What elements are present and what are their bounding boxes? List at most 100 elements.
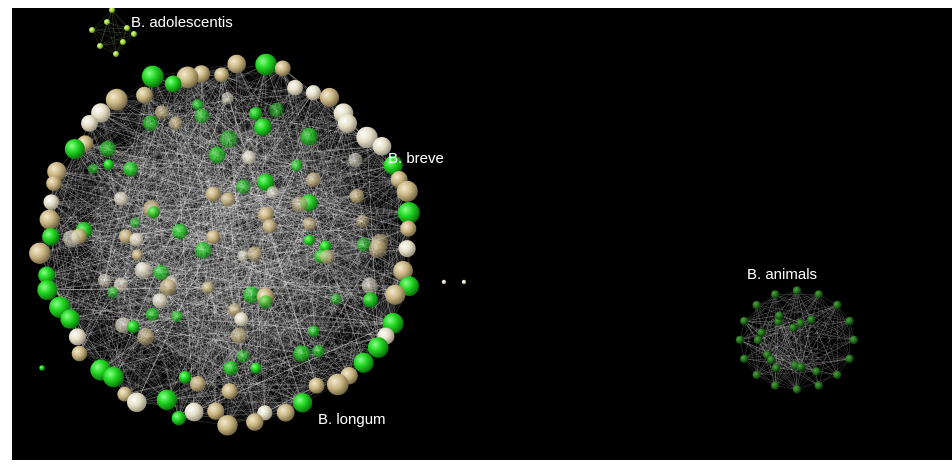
adolescentis-edge (106, 21, 117, 55)
node-tan (46, 175, 62, 191)
label-adolescentis: B. adolescentis (131, 14, 233, 31)
node-adolescentis (97, 43, 103, 49)
node-cream (266, 186, 279, 199)
node-green (236, 349, 250, 363)
node-tan (356, 214, 370, 228)
node-green (293, 345, 311, 362)
node-green (292, 393, 313, 413)
node-cream (287, 79, 303, 96)
label-breve: B. breve (388, 150, 444, 167)
node-cream (91, 103, 111, 123)
node-tan (327, 373, 349, 396)
node-green (330, 293, 342, 305)
adolescentis-edge (91, 29, 135, 35)
node-cream (81, 115, 98, 132)
stray-nodes (39, 279, 467, 371)
node-cream (152, 293, 168, 308)
node-green (258, 295, 273, 309)
node-tan (230, 327, 247, 344)
node-tan (217, 415, 238, 436)
node-stray (441, 279, 447, 285)
node-green (397, 202, 420, 224)
adolescentis-edge (111, 9, 135, 35)
adolescentis-edge (91, 9, 113, 31)
node-green (362, 292, 379, 308)
node-adolescentis (124, 25, 130, 31)
node-tan (319, 249, 335, 264)
node-tan (169, 116, 183, 130)
node-cream (348, 152, 363, 168)
node-cream (372, 137, 392, 156)
node-animals (757, 328, 766, 337)
adolescentis-edge (111, 9, 128, 29)
adolescentis-edge (111, 9, 117, 55)
node-green (178, 371, 192, 384)
label-longum: B. longum (318, 411, 386, 428)
node-tan (319, 87, 340, 108)
node-tan (291, 196, 308, 213)
node-green (290, 159, 303, 172)
node-tan (396, 180, 418, 202)
node-cream (337, 113, 357, 133)
node-cream (114, 191, 129, 206)
node-green (164, 75, 182, 93)
node-tan (393, 261, 413, 281)
node-green (367, 337, 389, 358)
adolescentis-cluster (89, 8, 137, 57)
node-tan (136, 86, 153, 104)
node-green (142, 115, 159, 131)
node-adolescentis (131, 31, 137, 37)
node-green (243, 286, 260, 304)
node-cream (184, 402, 204, 422)
adolescentis-edge (106, 21, 124, 43)
node-tan (227, 54, 246, 74)
node-animals (740, 354, 749, 364)
node-tan (71, 345, 88, 362)
node-tan (247, 246, 262, 261)
node-adolescentis (104, 19, 110, 25)
adolescentis-edge (99, 27, 128, 47)
node-animals (752, 370, 761, 380)
node-green (300, 128, 319, 146)
node-green (208, 146, 226, 164)
node-green (250, 362, 262, 374)
adolescentis-edge (91, 29, 124, 43)
node-green (42, 228, 60, 246)
node-animals (845, 316, 854, 326)
network-canvas: B. adolescentis B. breve B. longum B. an… (12, 8, 952, 460)
node-green (123, 161, 139, 177)
node-green (147, 206, 160, 219)
adolescentis-edge (106, 21, 135, 35)
node-green (249, 107, 263, 121)
node-tan (118, 229, 134, 244)
node-green (353, 352, 374, 373)
node-tan (276, 403, 295, 422)
node-cream (127, 392, 147, 413)
node-cream (237, 250, 249, 262)
node-cream (361, 277, 378, 294)
node-tan (207, 402, 225, 420)
node-tan (105, 88, 128, 111)
node-tan (159, 279, 177, 296)
node-tan (39, 209, 60, 230)
node-green (171, 411, 186, 426)
node-green (192, 99, 204, 111)
node-animals (740, 316, 749, 326)
node-green (269, 102, 285, 118)
node-tan (257, 207, 274, 223)
node-tan (189, 376, 206, 392)
node-cream (356, 126, 378, 149)
node-cream (221, 92, 234, 105)
node-tan (205, 186, 221, 202)
node-animals (833, 370, 842, 380)
node-green (88, 163, 99, 174)
node-cream (97, 273, 111, 287)
node-adolescentis (89, 27, 95, 33)
node-animals (771, 363, 781, 373)
node-tan (154, 105, 169, 119)
node-cream (242, 150, 256, 165)
node-green (194, 242, 212, 259)
node-adolescentis (109, 8, 115, 13)
node-tan (131, 249, 143, 261)
